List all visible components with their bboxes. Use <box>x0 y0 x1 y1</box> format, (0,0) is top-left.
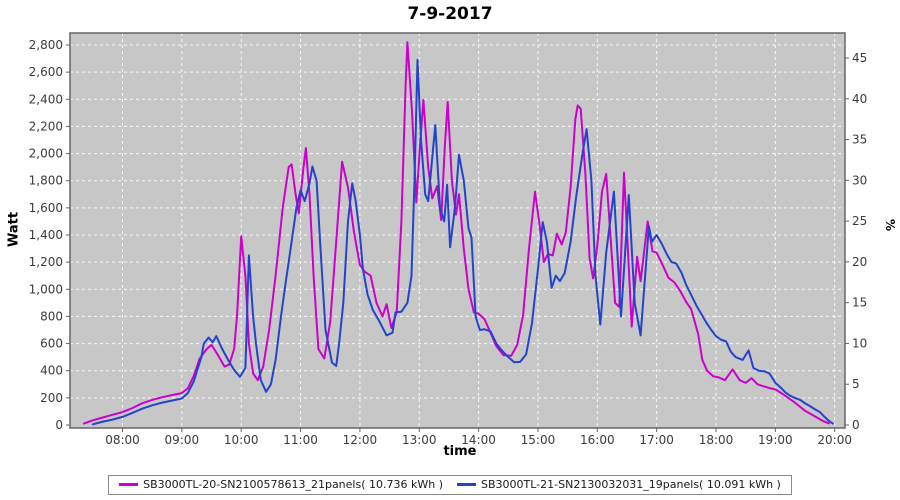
svg-text:10: 10 <box>852 336 867 350</box>
svg-text:11:00: 11:00 <box>283 433 318 447</box>
svg-text:19:00: 19:00 <box>758 433 793 447</box>
svg-text:13:00: 13:00 <box>402 433 437 447</box>
svg-text:15: 15 <box>852 296 867 310</box>
svg-text:2,200: 2,200 <box>29 119 63 133</box>
svg-text:45: 45 <box>852 51 867 65</box>
svg-text:800: 800 <box>40 309 63 323</box>
legend-label: SB3000TL-21-SN2130032031_19panels( 10.09… <box>481 478 781 491</box>
svg-text:25: 25 <box>852 214 867 228</box>
legend-item-inverter-20: SB3000TL-20-SN2100578613_21panels( 10.73… <box>119 478 443 491</box>
svg-text:15:00: 15:00 <box>521 433 556 447</box>
svg-text:18:00: 18:00 <box>699 433 734 447</box>
svg-text:30: 30 <box>852 173 867 187</box>
svg-text:1,200: 1,200 <box>29 255 63 269</box>
chart-legend: SB3000TL-20-SN2100578613_21panels( 10.73… <box>108 475 792 495</box>
svg-text:600: 600 <box>40 337 63 351</box>
svg-text:16:00: 16:00 <box>580 433 615 447</box>
legend-line-sample-magenta <box>119 483 139 486</box>
svg-text:2,800: 2,800 <box>29 38 63 52</box>
chart-title: 7-9-2017 <box>407 4 493 24</box>
svg-text:2,000: 2,000 <box>29 147 63 161</box>
svg-text:2,600: 2,600 <box>29 65 63 79</box>
svg-text:10:00: 10:00 <box>224 433 259 447</box>
legend-line-sample-blue <box>457 483 476 486</box>
svg-text:1,800: 1,800 <box>29 174 63 188</box>
svg-text:1,600: 1,600 <box>29 201 63 215</box>
svg-text:20: 20 <box>852 255 867 269</box>
svg-text:08:00: 08:00 <box>105 433 140 447</box>
svg-text:400: 400 <box>40 364 63 378</box>
svg-text:2,400: 2,400 <box>29 92 63 106</box>
x-axis-label-time: time <box>443 444 477 459</box>
svg-text:1,000: 1,000 <box>29 282 63 296</box>
svg-text:14:00: 14:00 <box>461 433 496 447</box>
svg-text:0: 0 <box>55 418 63 432</box>
svg-text:12:00: 12:00 <box>343 433 378 447</box>
svg-text:09:00: 09:00 <box>165 433 200 447</box>
svg-text:0: 0 <box>852 418 860 432</box>
svg-text:1,400: 1,400 <box>29 228 63 242</box>
legend-item-inverter-21: SB3000TL-21-SN2130032031_19panels( 10.09… <box>457 478 781 491</box>
y-axis-label-percent: % <box>883 218 897 232</box>
legend-label: SB3000TL-20-SN2100578613_21panels( 10.73… <box>143 478 443 491</box>
svg-text:17:00: 17:00 <box>639 433 674 447</box>
svg-text:200: 200 <box>40 391 63 405</box>
svg-text:5: 5 <box>852 377 860 391</box>
y-axis-label-watt: Watt <box>6 211 22 248</box>
svg-text:20:00: 20:00 <box>817 433 852 447</box>
svg-text:40: 40 <box>852 92 867 106</box>
svg-text:35: 35 <box>852 133 867 147</box>
